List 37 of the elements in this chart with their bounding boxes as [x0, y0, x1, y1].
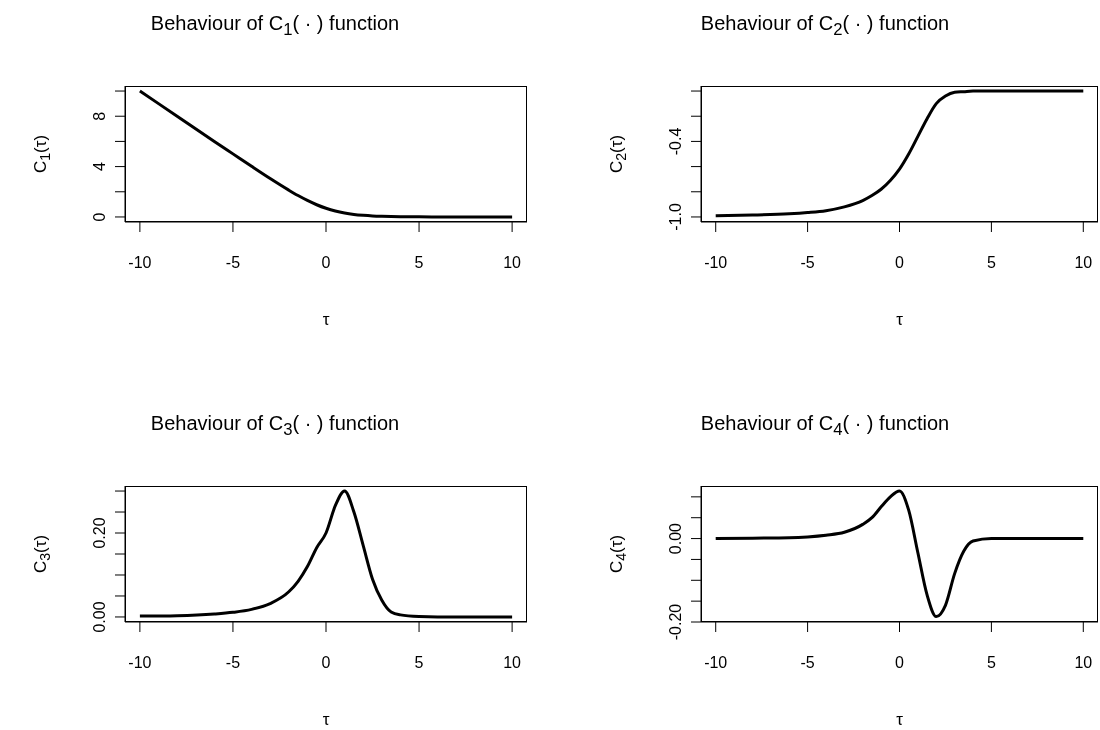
x-axis-title: τ [321, 310, 331, 330]
x-tick-label: 10 [503, 254, 522, 271]
x-axis-title: τ [895, 310, 904, 330]
x-tick-label: 10 [503, 654, 522, 671]
x-tick-label: -10 [704, 254, 728, 271]
x-axis-title: τ [895, 710, 904, 730]
x-tick-label: 0 [321, 254, 331, 271]
y-tick-label: -1.0 [667, 203, 684, 231]
y-tick-label: -0.4 [667, 127, 684, 156]
x-tick-label: -10 [128, 654, 152, 671]
chart-title: Behaviour of C$_{1}$( · ) function [149, 12, 401, 40]
chart-title: Behaviour of C$_{3}$( · ) function [149, 412, 401, 440]
x-tick-label: 10 [1074, 654, 1093, 671]
x-tick-label: 5 [986, 654, 996, 671]
x-tick-label: -5 [225, 254, 241, 271]
y-tick-label: 0.20 [91, 517, 108, 549]
y-tick-label: 4 [91, 162, 108, 172]
y-tick-label: 0.00 [91, 601, 108, 633]
x-tick-label: -5 [800, 254, 815, 271]
chart-title: Behaviour of C$_{2}$( · ) function [699, 12, 951, 40]
x-tick-label: 5 [414, 654, 424, 671]
x-tick-label: 0 [895, 254, 905, 271]
x-tick-label: 5 [986, 254, 996, 271]
y-tick-label: 0 [91, 212, 108, 222]
x-tick-label: 0 [895, 654, 905, 671]
y-tick-label: 8 [91, 111, 108, 121]
x-tick-label: 0 [321, 654, 331, 671]
x-tick-label: -10 [704, 654, 728, 671]
x-tick-label: 10 [1074, 254, 1093, 271]
y-tick-label: -0.20 [667, 603, 684, 641]
chart-title: Behaviour of C$_{4}$( · ) function [699, 412, 951, 440]
y-tick-label: 0.00 [667, 522, 684, 555]
x-tick-label: 5 [414, 254, 424, 271]
x-tick-label: -5 [225, 654, 241, 671]
x-tick-label: -10 [128, 254, 152, 271]
x-axis-title: τ [321, 710, 331, 730]
x-tick-label: -5 [800, 654, 815, 671]
